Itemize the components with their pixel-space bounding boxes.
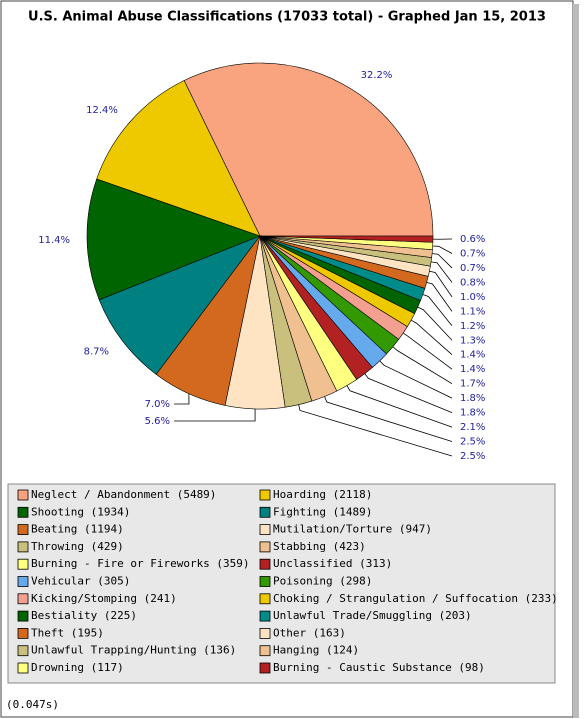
leader-line	[298, 404, 453, 457]
leader-line	[379, 360, 453, 399]
legend-swatch	[259, 593, 271, 605]
legend-swatch	[259, 558, 271, 570]
leader-line	[324, 396, 453, 442]
leader-line	[174, 393, 190, 405]
chart-title: U.S. Animal Abuse Classifications (17033…	[28, 10, 546, 25]
legend-swatch	[259, 645, 271, 657]
slice-label: 1.8%	[460, 393, 485, 404]
slice-label: 1.0%	[460, 292, 485, 303]
leader-line	[174, 408, 256, 422]
pie-slice	[183, 62, 434, 237]
legend-swatch	[259, 576, 271, 587]
legend-swatch	[259, 506, 271, 518]
legend-label: Burning - Fire or Fireworks (359)	[31, 557, 250, 570]
slice-label: 12.4%	[86, 105, 118, 116]
legend-swatch	[17, 610, 29, 622]
slice-label: 2.5%	[460, 451, 485, 462]
pie-slice	[98, 235, 261, 375]
pie-slice	[86, 178, 261, 301]
pie-slice	[96, 80, 261, 237]
legend-label: Unclassified (313)	[273, 557, 392, 570]
legend-swatch	[17, 593, 29, 605]
slice-label: 32.2%	[361, 70, 393, 81]
slice-label: 1.4%	[460, 364, 485, 375]
legend-label: Kicking/Stomping (241)	[31, 592, 177, 605]
legend-swatch	[259, 610, 271, 622]
slice-label: 1.1%	[460, 306, 485, 317]
legend-label: Unlawful Trade/Smuggling (203)	[273, 609, 472, 622]
legend-label: Neglect / Abandonment (5489)	[31, 488, 216, 501]
legend-label: Beating (1194)	[31, 523, 124, 536]
legend-swatch	[17, 558, 29, 570]
footer: (0.047s)	[6, 698, 59, 711]
legend-swatch	[259, 628, 271, 639]
legend-label: Shooting (1934)	[31, 505, 130, 518]
leader-line	[422, 294, 453, 327]
leader-line	[432, 253, 453, 269]
legend-swatch	[17, 489, 29, 501]
leader-line	[392, 346, 453, 385]
legend-swatch	[17, 576, 29, 587]
leader-line	[430, 261, 453, 283]
legend-box	[7, 483, 556, 684]
legend-label: Fighting (1489)	[273, 505, 372, 518]
legend-swatch	[259, 541, 271, 553]
leader-line	[417, 306, 453, 341]
slice-label: 5.6%	[145, 416, 170, 427]
legend-label: Hanging (124)	[273, 644, 359, 657]
slice-label: 1.2%	[460, 321, 485, 332]
slice-label: 2.5%	[460, 437, 485, 448]
slice-label: 1.7%	[460, 379, 485, 390]
legend-label: Theft (195)	[31, 626, 104, 639]
leader-line	[410, 319, 453, 356]
slice-label: 0.7%	[460, 263, 485, 274]
legend-label: Burning - Caustic Substance (98)	[273, 661, 485, 674]
slice-label: 2.1%	[460, 422, 485, 433]
legend-swatch	[259, 489, 271, 501]
legend-label: Mutilation/Torture (947)	[273, 523, 432, 536]
legend-swatch	[17, 506, 29, 518]
leader-line	[346, 385, 453, 428]
slice-label: 0.7%	[460, 248, 485, 259]
legend-label: Bestiality (225)	[31, 609, 137, 622]
legend-swatch	[17, 524, 29, 535]
slice-label: 1.4%	[460, 350, 485, 361]
leader-line	[364, 373, 453, 413]
slice-label: 8.7%	[84, 346, 109, 357]
legend-label: Other (163)	[273, 626, 346, 639]
leader-line	[426, 281, 453, 312]
legend-label: Poisoning (298)	[273, 575, 372, 588]
legend-label: Stabbing (423)	[273, 540, 366, 553]
legend-swatch	[17, 628, 29, 639]
leader-line	[429, 270, 453, 298]
slice-label: 1.8%	[460, 408, 485, 419]
slice-label: 1.3%	[460, 335, 485, 346]
legend-label: Choking / Strangulation / Suffocation (2…	[273, 592, 558, 605]
slice-label: 0.6%	[460, 234, 485, 245]
legend-label: Drowning (117)	[31, 661, 124, 674]
slice-label: 7.0%	[145, 399, 170, 410]
leader-line	[432, 245, 453, 254]
legend-swatch	[17, 662, 29, 674]
legend-swatch	[17, 541, 29, 553]
legend-label: Unlawful Trapping/Hunting (136)	[31, 644, 236, 657]
legend-swatch	[259, 524, 271, 535]
slice-label: 0.8%	[460, 277, 485, 288]
frame-shadow	[573, 4, 579, 718]
legend-swatch	[259, 662, 271, 674]
legend-label: Throwing (429)	[31, 540, 124, 553]
legend-label: Vehicular (305)	[31, 575, 130, 588]
legend-label: Hoarding (2118)	[273, 488, 372, 501]
leader-line	[402, 332, 453, 370]
legend-swatch	[17, 645, 29, 657]
slice-label: 11.4%	[38, 235, 70, 246]
